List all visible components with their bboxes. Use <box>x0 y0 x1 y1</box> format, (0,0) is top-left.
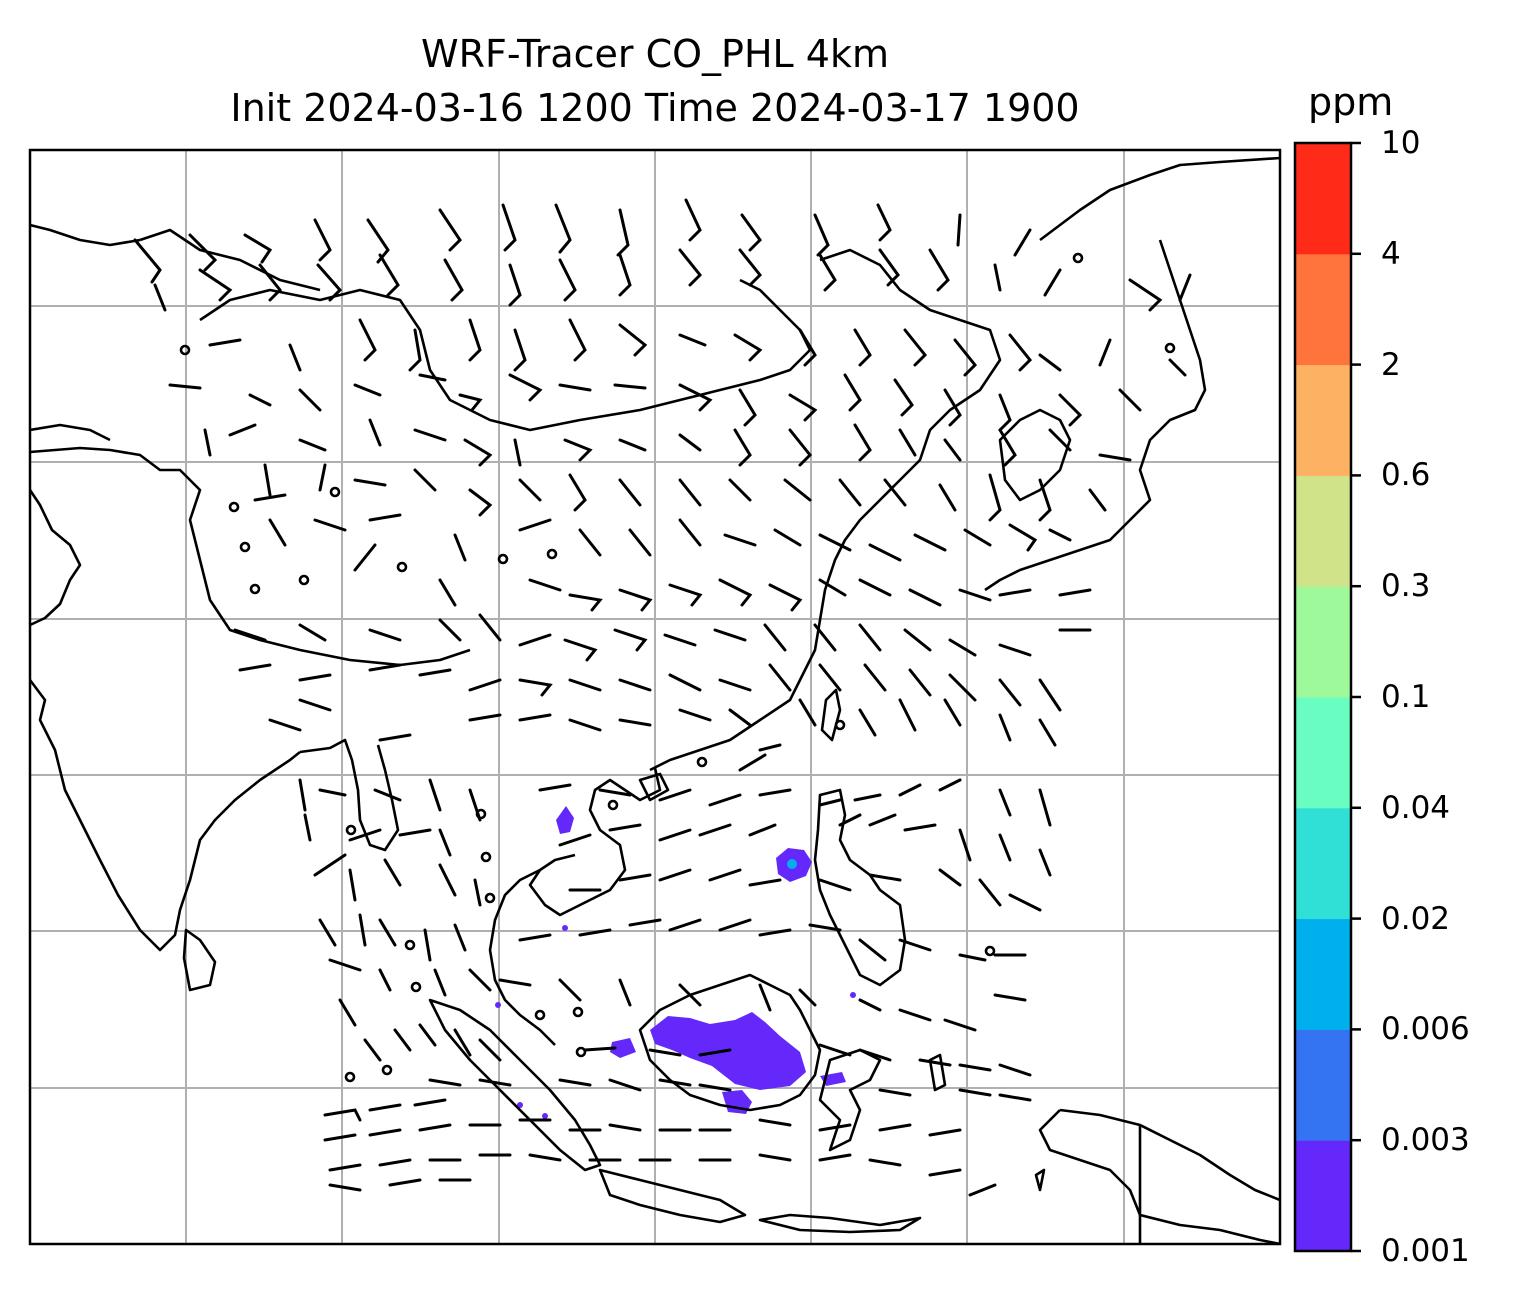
coast-borneo <box>638 973 822 1112</box>
gridlines <box>30 150 1280 1244</box>
border-north <box>139 228 321 292</box>
plume-west <box>610 1038 636 1058</box>
plume-speck <box>517 1102 523 1108</box>
map-title-line2: Init 2024-03-16 1200 Time 2024-03-17 190… <box>230 86 1080 130</box>
coast-india <box>30 679 301 952</box>
plume-speck <box>542 1113 548 1119</box>
colorbar-band <box>1295 475 1351 587</box>
coast-indochina <box>528 767 662 917</box>
calm-wind-circles <box>179 252 1176 1083</box>
coast-java <box>598 1168 747 1224</box>
coast-hainan <box>638 772 670 802</box>
wind-barbs <box>133 198 1192 1197</box>
coast-korea <box>998 408 1072 502</box>
colorbar-band <box>1295 697 1351 809</box>
colorbar-tick-label: 0.003 <box>1381 1122 1470 1159</box>
coast-srilanka <box>182 928 217 992</box>
colorbar-band <box>1295 253 1351 366</box>
colorbar-tick-label: 4 <box>1381 235 1401 272</box>
colorbar-tick-label: 0.001 <box>1381 1233 1470 1269</box>
tracer-plume-core <box>787 859 797 869</box>
coast-philippines <box>813 788 907 987</box>
colorbar-band <box>1295 918 1351 1030</box>
coast-china <box>649 248 1002 772</box>
colorbar-tick-label: 0.6 <box>1381 457 1431 494</box>
coast-arabian <box>30 489 82 627</box>
colorbar-band <box>1295 807 1351 920</box>
map-title-line1: WRF-Tracer CO_PHL 4km <box>421 32 889 76</box>
colorbar-tick-label: 0.04 <box>1381 789 1451 826</box>
map-frame <box>28 148 1282 1246</box>
border-himalaya <box>30 446 471 667</box>
coast-lesser-sunda <box>758 1213 922 1234</box>
colorbar-unit: ppm <box>1308 80 1394 124</box>
colorbar-band <box>1295 1140 1351 1252</box>
colorbar-band <box>1295 364 1351 476</box>
colorbar-tick-label: 0.006 <box>1381 1011 1470 1048</box>
plume-indochina <box>556 806 574 834</box>
coast-sumatra <box>428 998 602 1172</box>
coast-island <box>1034 1168 1046 1192</box>
colorbar-tick-label: 0.1 <box>1381 679 1431 715</box>
coast-halmahera <box>928 1053 947 1092</box>
colorbar <box>1293 141 1361 1253</box>
colorbar-band <box>1295 1029 1351 1141</box>
colorbar-tick-label: 0.3 <box>1381 568 1431 605</box>
coast-malay <box>488 868 556 1046</box>
coast-sulawesi <box>818 1048 882 1152</box>
colorbar-band <box>1295 143 1351 255</box>
border-top-left <box>30 223 141 247</box>
coast-russia-east <box>1039 156 1280 242</box>
tracer-plumes <box>495 806 856 1119</box>
colorbar-tick-label: 0.02 <box>1381 900 1451 937</box>
coastlines <box>30 156 1280 1244</box>
coast-new-guinea-south <box>1038 1109 1280 1244</box>
colorbar-band <box>1295 586 1351 698</box>
coast-japan <box>984 239 1207 592</box>
coast-caspian <box>30 423 111 442</box>
plume-speck <box>850 992 856 998</box>
coast-new-guinea <box>1059 1108 1280 1202</box>
plume-speck <box>562 925 568 931</box>
plume-speck <box>495 1002 501 1008</box>
colorbar-tick-label: 2 <box>1381 346 1401 383</box>
colorbar-tick-label: 10 <box>1381 125 1421 161</box>
